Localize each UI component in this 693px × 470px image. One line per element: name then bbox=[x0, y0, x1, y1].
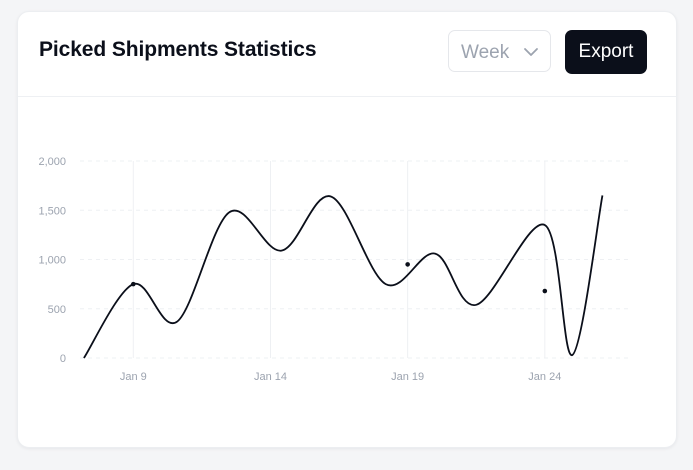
y-tick-label: 2,000 bbox=[38, 156, 66, 168]
period-select[interactable]: Week bbox=[448, 30, 551, 72]
data-point bbox=[542, 288, 548, 294]
y-tick-label: 1,500 bbox=[38, 205, 66, 217]
x-tick-label: Jan 14 bbox=[254, 371, 287, 383]
chart-axes: 0 500 1,000 1,500 2,000 Jan 9 Jan 14 Jan 19 Jan … bbox=[38, 156, 561, 383]
y-tick-label: 500 bbox=[48, 304, 66, 316]
card-title: Picked Shipments Statistics bbox=[39, 38, 317, 61]
data-point bbox=[405, 262, 410, 267]
period-select-value: Week bbox=[461, 42, 510, 63]
series-line bbox=[83, 195, 604, 359]
x-tick-label: Jan 9 bbox=[120, 371, 147, 383]
data-point bbox=[131, 281, 136, 287]
chevron-down-icon bbox=[524, 48, 538, 56]
x-tick-label: Jan 24 bbox=[528, 371, 561, 383]
chart-grid bbox=[80, 160, 632, 359]
card-header: Picked Shipments Statistics Week Export bbox=[18, 12, 676, 97]
statistics-card: Picked Shipments Statistics Week Export bbox=[17, 11, 677, 448]
y-tick-label: 1,000 bbox=[38, 255, 66, 267]
export-button[interactable]: Export bbox=[565, 30, 647, 74]
chart-markers bbox=[131, 262, 548, 294]
y-tick-label: 0 bbox=[60, 353, 66, 365]
x-tick-label: Jan 19 bbox=[391, 371, 424, 383]
